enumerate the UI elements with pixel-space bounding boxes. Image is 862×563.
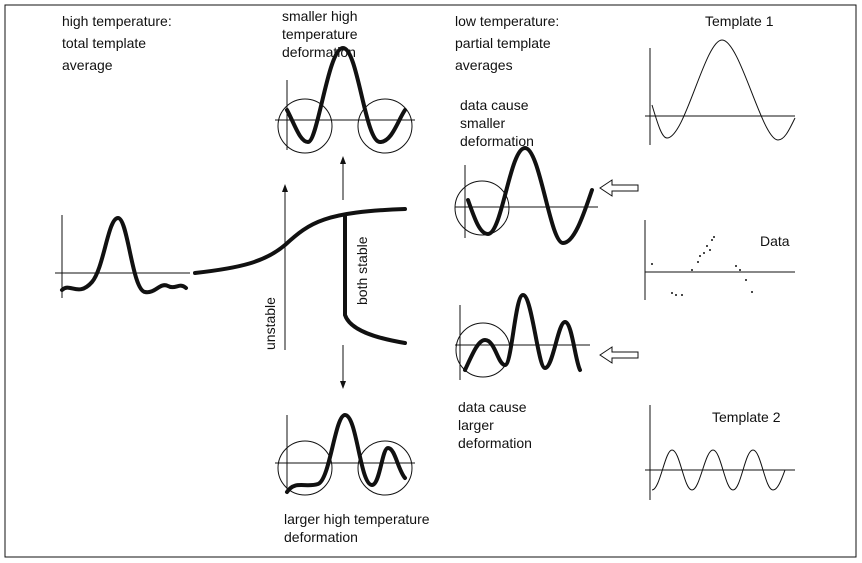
template2-plot bbox=[645, 405, 795, 500]
circle bbox=[735, 265, 737, 267]
shape bbox=[651, 449, 786, 491]
label: partial template bbox=[455, 35, 551, 51]
label: total template bbox=[62, 35, 146, 51]
frame bbox=[4, 4, 857, 558]
circle bbox=[751, 291, 753, 293]
circle bbox=[713, 236, 715, 238]
shape bbox=[343, 213, 407, 345]
circle bbox=[745, 279, 747, 281]
circle bbox=[277, 98, 333, 154]
label: deformation bbox=[284, 529, 358, 545]
circle bbox=[357, 440, 413, 496]
circle bbox=[651, 263, 653, 265]
label: high temperature: bbox=[62, 13, 172, 29]
label: Template 2 bbox=[712, 409, 781, 425]
circle bbox=[681, 294, 683, 296]
label: deformation bbox=[458, 435, 532, 451]
label: Data bbox=[760, 233, 790, 249]
circle bbox=[706, 245, 708, 247]
data-plot bbox=[644, 220, 795, 300]
shape bbox=[60, 215, 188, 295]
data-smaller-plot bbox=[454, 145, 598, 246]
shape bbox=[193, 207, 407, 275]
circle bbox=[739, 269, 741, 271]
shape bbox=[651, 39, 796, 141]
data-points bbox=[651, 236, 753, 296]
circle bbox=[357, 98, 413, 154]
label: both stable bbox=[354, 236, 370, 305]
circle bbox=[675, 294, 677, 296]
label: averages bbox=[455, 57, 513, 73]
label: smaller high bbox=[282, 8, 357, 24]
label: data cause bbox=[458, 399, 527, 415]
label: low temperature: bbox=[455, 13, 559, 29]
label: smaller bbox=[460, 115, 505, 131]
label: average bbox=[62, 57, 113, 73]
larger-high-plot bbox=[275, 412, 415, 496]
label: larger high temperature bbox=[284, 511, 430, 527]
bifurcation bbox=[193, 156, 407, 389]
shape bbox=[463, 292, 582, 372]
high-temp-plot bbox=[55, 215, 190, 298]
circle bbox=[277, 440, 333, 496]
label: Template 1 bbox=[705, 13, 774, 29]
shape bbox=[599, 346, 639, 364]
label: deformation bbox=[460, 133, 534, 149]
circle bbox=[454, 180, 510, 236]
circle bbox=[711, 239, 713, 241]
shape bbox=[285, 412, 407, 494]
shape bbox=[599, 179, 639, 197]
smaller-high-plot bbox=[275, 45, 415, 154]
hollow-arrows bbox=[599, 179, 639, 364]
circle bbox=[691, 269, 693, 271]
circle bbox=[703, 252, 705, 254]
template1-plot bbox=[645, 39, 796, 145]
label: temperature bbox=[282, 26, 358, 42]
circle bbox=[671, 292, 673, 294]
label: larger bbox=[458, 417, 494, 433]
label: data cause bbox=[460, 97, 529, 113]
circle bbox=[699, 255, 701, 257]
shape bbox=[466, 145, 594, 246]
labels: high temperature: total template average… bbox=[62, 8, 790, 545]
label: unstable bbox=[262, 297, 278, 350]
shape bbox=[285, 45, 407, 145]
circle bbox=[697, 261, 699, 263]
data-larger-plot bbox=[455, 292, 590, 380]
circle bbox=[709, 249, 711, 251]
